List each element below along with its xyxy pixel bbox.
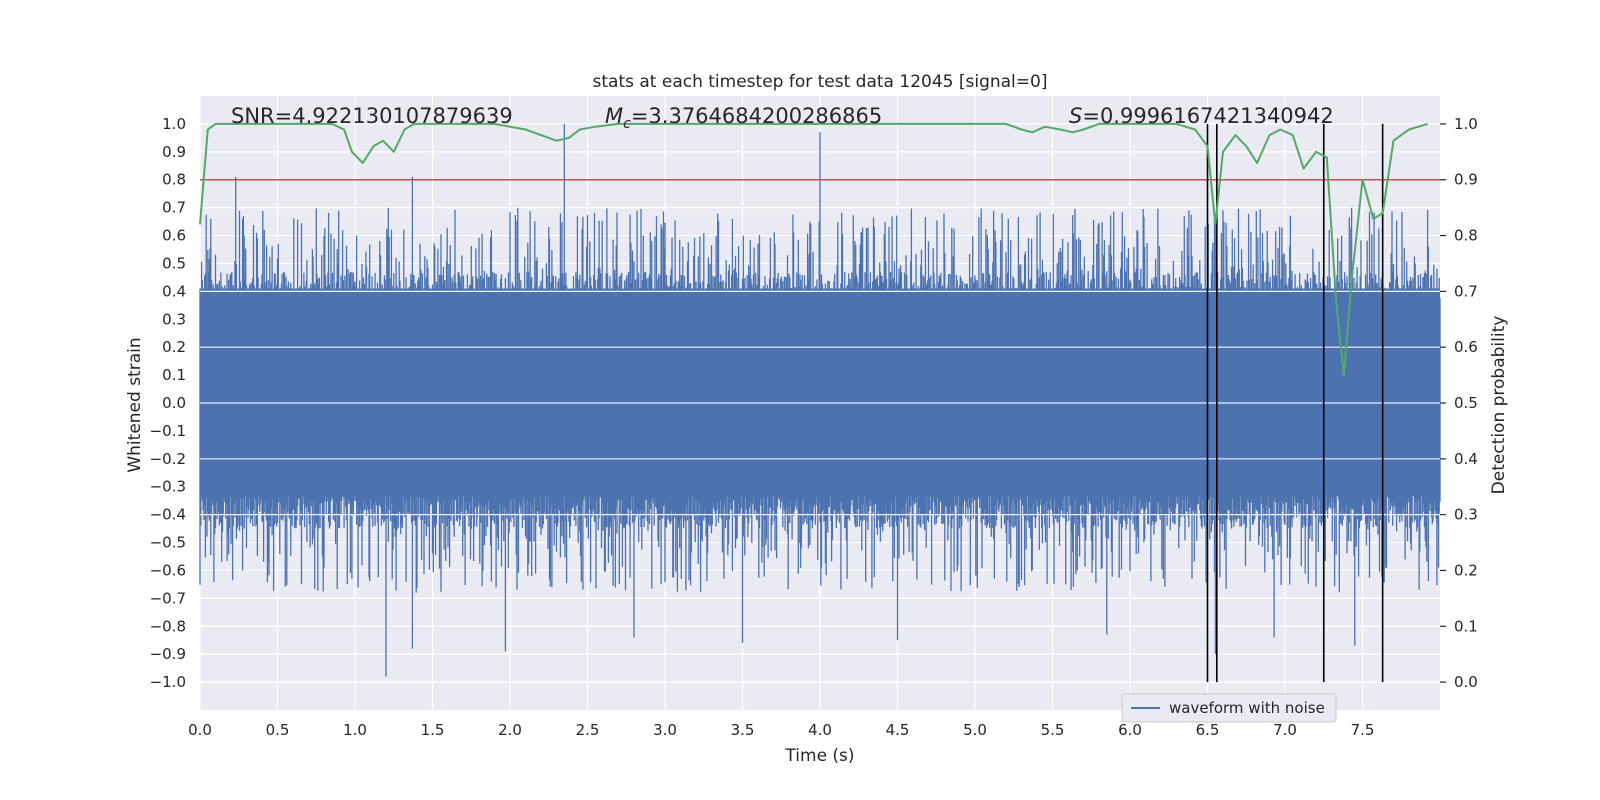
y-axis-label: Whitened strain bbox=[125, 337, 145, 472]
axes: 0.0 0.5 1.0 1.5 2.0 2.5 3.0 3.5 4.0 4.5 5.0 5.5 6.0 6… bbox=[150, 115, 1478, 739]
x-tick-label: 2.0 bbox=[498, 721, 522, 739]
y-tick-label: 0.2 bbox=[162, 338, 186, 356]
y-tick-label: −0.2 bbox=[150, 450, 186, 468]
y2-tick-label: 0.2 bbox=[1454, 561, 1478, 579]
y2-tick-label: 0.7 bbox=[1454, 282, 1478, 300]
y2-axis-label: Detection probability bbox=[1489, 316, 1509, 495]
x-tick-label: 4.0 bbox=[808, 721, 832, 739]
y-tick-label: 0.8 bbox=[162, 171, 186, 189]
y-tick-label: −1.0 bbox=[150, 673, 186, 691]
snr-annotation: SNR=4.922130107879639 bbox=[231, 104, 513, 128]
x-tick-label: 7.5 bbox=[1351, 721, 1375, 739]
y-tick-label: 0.6 bbox=[162, 227, 186, 245]
y-tick-label: 0.9 bbox=[162, 143, 186, 161]
x-tick-label: 0.0 bbox=[188, 721, 212, 739]
y2-tick-label: 1.0 bbox=[1454, 115, 1478, 133]
legend: waveform with noise bbox=[1121, 693, 1337, 723]
y-tick-label: 0.0 bbox=[162, 394, 186, 412]
x-tick-label: 3.0 bbox=[653, 721, 677, 739]
x-tick-label: 0.5 bbox=[266, 721, 290, 739]
y-tick-label: −0.6 bbox=[150, 561, 186, 579]
overlays bbox=[199, 122, 1440, 683]
y2-tick-label: 0.4 bbox=[1454, 450, 1478, 468]
y-tick-label: 0.4 bbox=[162, 282, 186, 300]
y-tick-label: 0.3 bbox=[162, 310, 186, 328]
y-tick-label: −0.1 bbox=[150, 422, 186, 440]
x-tick-label: 1.0 bbox=[343, 721, 367, 739]
x-tick-label: 5.5 bbox=[1041, 721, 1065, 739]
chirp-mass-annotation: Mc=3.3764684200286865 bbox=[605, 104, 882, 132]
x-tick-label: 7.0 bbox=[1273, 721, 1297, 739]
y-tick-label: −0.7 bbox=[150, 589, 186, 607]
x-tick-label: 5.0 bbox=[963, 721, 987, 739]
y2-tick-label: 0.8 bbox=[1454, 227, 1478, 245]
y2-tick-label: 0.6 bbox=[1454, 338, 1478, 356]
y-tick-label: −0.4 bbox=[150, 506, 186, 524]
waveform-series bbox=[199, 123, 1441, 677]
y-tick-label: 1.0 bbox=[162, 115, 186, 133]
y2-tick-label: 0.5 bbox=[1454, 394, 1478, 412]
detection-probability-line bbox=[199, 122, 1428, 377]
y2-tick-label: 0.1 bbox=[1454, 617, 1478, 635]
chart-title: stats at each timestep for test data 120… bbox=[593, 72, 1048, 92]
y-tick-label: 0.1 bbox=[162, 366, 186, 384]
y-tick-label: 0.5 bbox=[162, 254, 186, 272]
y-tick-label: −0.3 bbox=[150, 478, 186, 496]
y-tick-label: 0.7 bbox=[162, 199, 186, 217]
x-tick-label: 4.5 bbox=[886, 721, 910, 739]
x-tick-label: 3.5 bbox=[731, 721, 755, 739]
y2-tick-label: 0.9 bbox=[1454, 171, 1478, 189]
y-tick-label: −0.8 bbox=[150, 617, 186, 635]
x-tick-label: 2.5 bbox=[576, 721, 600, 739]
y-tick-label: −0.9 bbox=[150, 645, 186, 663]
x-tick-label: 1.5 bbox=[421, 721, 445, 739]
y2-tick-label: 0.3 bbox=[1454, 506, 1478, 524]
legend-label: waveform with noise bbox=[1169, 699, 1325, 717]
y2-tick-label: 0.0 bbox=[1454, 673, 1478, 691]
x-axis-label: Time (s) bbox=[784, 746, 854, 766]
score-annotation: S=0.9996167421340942 bbox=[1069, 104, 1334, 128]
x-tick-label: 6.5 bbox=[1196, 721, 1220, 739]
waveform-core-band bbox=[200, 288, 1440, 457]
legend-box bbox=[1121, 693, 1337, 723]
x-tick-label: 6.0 bbox=[1118, 721, 1142, 739]
y-tick-label: −0.5 bbox=[150, 534, 186, 552]
